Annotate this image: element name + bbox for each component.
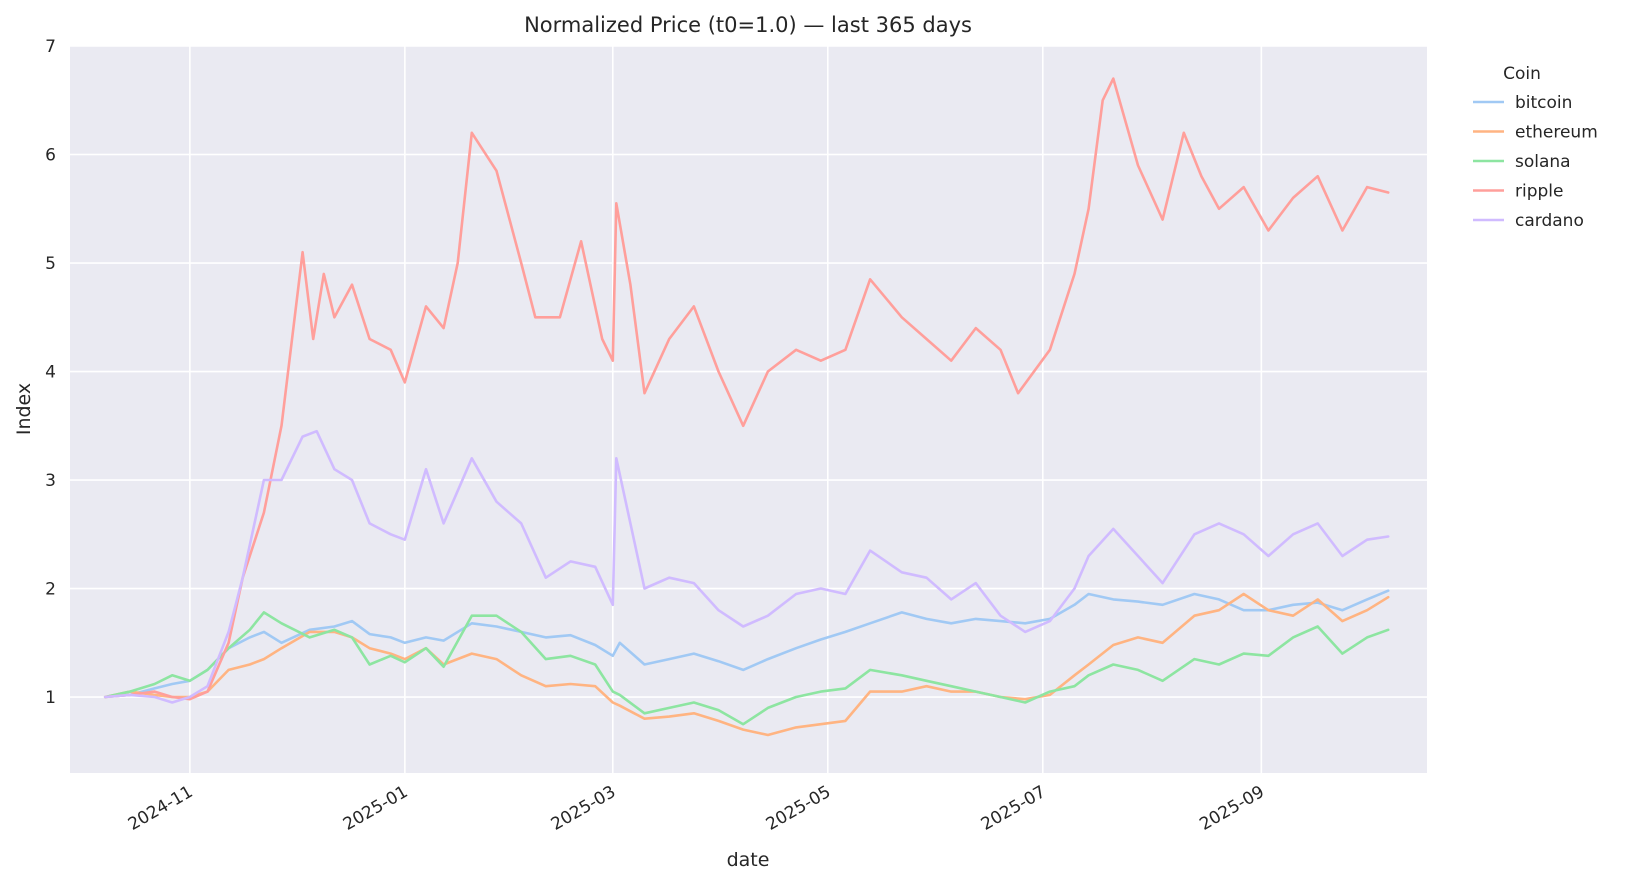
x-tick-label: 2025-01 [340, 782, 412, 835]
y-tick-label: 2 [45, 580, 56, 600]
y-tick-label: 6 [45, 146, 56, 166]
grid-lines [70, 45, 1427, 773]
y-tick-label: 1 [45, 688, 56, 708]
legend-items: bitcoin ethereum solana ripple cardano [1473, 93, 1598, 231]
y-tick-label: 5 [45, 254, 56, 274]
x-axis-label: date [727, 849, 770, 871]
legend-label-ripple: ripple [1515, 182, 1563, 202]
legend: Coin bitcoin ethereum solana ripple cardano [1473, 64, 1598, 231]
x-tick-label: 2024-11 [125, 782, 197, 835]
series-lines [103, 77, 1390, 737]
y-tick-label: 3 [45, 471, 56, 491]
x-tick-labels: 2024-11 2025-01 2025-03 2025-05 2025-07 2025-… [125, 782, 1268, 835]
legend-label-ethereum: ethereum [1515, 123, 1598, 143]
plot-area-background [70, 46, 1427, 773]
x-tick-label: 2025-05 [763, 782, 835, 835]
series-line-ripple [103, 77, 1390, 701]
legend-title: Coin [1503, 64, 1541, 84]
y-tick-label: 4 [45, 363, 56, 383]
legend-label-cardano: cardano [1515, 211, 1584, 231]
series-line-bitcoin [103, 589, 1390, 699]
legend-label-solana: solana [1515, 152, 1571, 172]
legend-label-bitcoin: bitcoin [1515, 93, 1572, 113]
series-line-cardano [103, 429, 1390, 704]
x-tick-label: 2025-03 [548, 782, 620, 835]
chart-title: Normalized Price (t0=1.0) — last 365 day… [524, 13, 972, 37]
y-tick-label: 7 [45, 37, 56, 57]
y-axis-label: Index [13, 383, 35, 435]
series-line-ethereum [103, 592, 1390, 737]
y-tick-labels: 1 2 3 4 5 6 7 [45, 37, 56, 708]
x-tick-label: 2025-09 [1196, 782, 1268, 835]
x-tick-label: 2025-07 [978, 782, 1050, 835]
series-line-solana [103, 611, 1390, 726]
